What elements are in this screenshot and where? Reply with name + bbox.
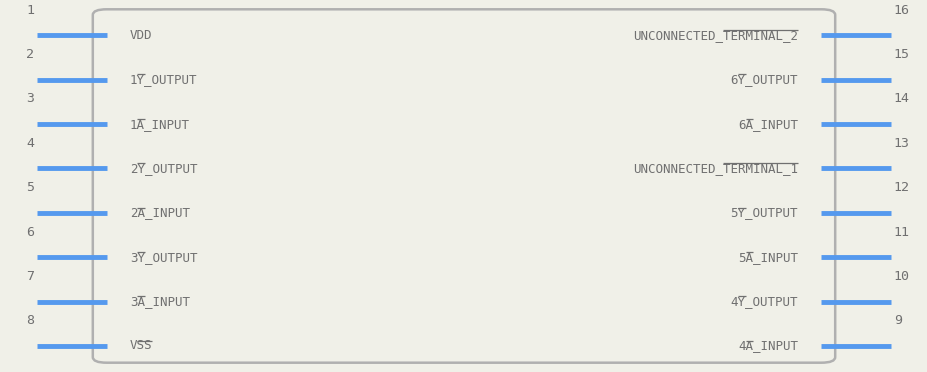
Text: 1: 1 bbox=[26, 4, 34, 17]
Text: 6Y_OUTPUT: 6Y_OUTPUT bbox=[730, 73, 797, 86]
Text: 2A_INPUT: 2A_INPUT bbox=[130, 206, 190, 219]
Text: 11: 11 bbox=[893, 225, 908, 238]
Text: 7: 7 bbox=[26, 270, 34, 283]
Text: 5: 5 bbox=[26, 181, 34, 194]
Text: 6A_INPUT: 6A_INPUT bbox=[737, 118, 797, 131]
Text: 13: 13 bbox=[893, 137, 908, 150]
Text: 1Y_OUTPUT: 1Y_OUTPUT bbox=[130, 73, 197, 86]
Text: 16: 16 bbox=[893, 4, 908, 17]
Text: UNCONNECTED_TERMINAL_1: UNCONNECTED_TERMINAL_1 bbox=[632, 162, 797, 175]
Text: 4Y_OUTPUT: 4Y_OUTPUT bbox=[730, 295, 797, 308]
Text: 4A_INPUT: 4A_INPUT bbox=[737, 340, 797, 352]
Text: 8: 8 bbox=[26, 314, 34, 327]
Text: VSS: VSS bbox=[130, 340, 152, 352]
Text: 10: 10 bbox=[893, 270, 908, 283]
Text: 3Y_OUTPUT: 3Y_OUTPUT bbox=[130, 251, 197, 264]
Text: 12: 12 bbox=[893, 181, 908, 194]
Text: 4: 4 bbox=[26, 137, 34, 150]
Text: 5A_INPUT: 5A_INPUT bbox=[737, 251, 797, 264]
Text: 6: 6 bbox=[26, 225, 34, 238]
Text: 3: 3 bbox=[26, 93, 34, 106]
Text: 1A_INPUT: 1A_INPUT bbox=[130, 118, 190, 131]
Text: VDD: VDD bbox=[130, 29, 152, 42]
Text: UNCONNECTED_TERMINAL_2: UNCONNECTED_TERMINAL_2 bbox=[632, 29, 797, 42]
Text: 5Y_OUTPUT: 5Y_OUTPUT bbox=[730, 206, 797, 219]
Text: 2: 2 bbox=[26, 48, 34, 61]
Text: 3A_INPUT: 3A_INPUT bbox=[130, 295, 190, 308]
FancyBboxPatch shape bbox=[93, 9, 834, 363]
Text: 14: 14 bbox=[893, 93, 908, 106]
Text: 15: 15 bbox=[893, 48, 908, 61]
Text: 2Y_OUTPUT: 2Y_OUTPUT bbox=[130, 162, 197, 175]
Text: 9: 9 bbox=[893, 314, 901, 327]
